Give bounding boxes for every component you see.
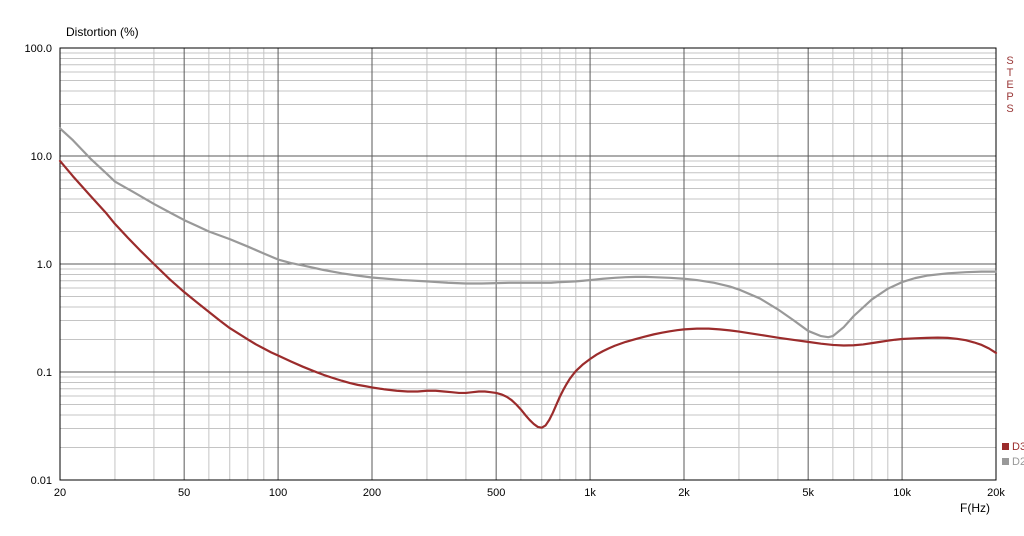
y-axis-title: Distortion (%) [66, 25, 139, 39]
svg-text:0.01: 0.01 [31, 475, 52, 487]
svg-text:T: T [1007, 67, 1014, 79]
x-axis-label: F(Hz) [960, 501, 990, 515]
svg-text:P: P [1006, 91, 1013, 103]
distortion-chart: 20 50 100 200 500 1k 2k 5k 10k 20k 0.01 0.1 1.0 10.0 1… [0, 0, 1024, 536]
svg-text:S: S [1006, 103, 1013, 115]
svg-text:20k: 20k [987, 487, 1005, 499]
svg-text:2k: 2k [678, 487, 690, 499]
svg-text:S: S [1006, 55, 1013, 67]
svg-text:E: E [1006, 79, 1013, 91]
svg-text:100: 100 [269, 487, 287, 499]
chart-svg: 20 50 100 200 500 1k 2k 5k 10k 20k 0.01 0.1 1.0 10.0 1… [0, 0, 1024, 536]
svg-text:D3: D3 [1012, 441, 1024, 453]
svg-text:20: 20 [54, 487, 66, 499]
svg-text:50: 50 [178, 487, 190, 499]
svg-text:10k: 10k [893, 487, 911, 499]
svg-text:1k: 1k [584, 487, 596, 499]
svg-text:D2: D2 [1012, 456, 1024, 468]
svg-text:5k: 5k [802, 487, 814, 499]
svg-text:10.0: 10.0 [31, 151, 52, 163]
svg-text:500: 500 [487, 487, 505, 499]
svg-text:200: 200 [363, 487, 381, 499]
svg-text:0.1: 0.1 [37, 367, 52, 379]
svg-text:100.0: 100.0 [24, 43, 52, 55]
svg-text:1.0: 1.0 [37, 259, 52, 271]
